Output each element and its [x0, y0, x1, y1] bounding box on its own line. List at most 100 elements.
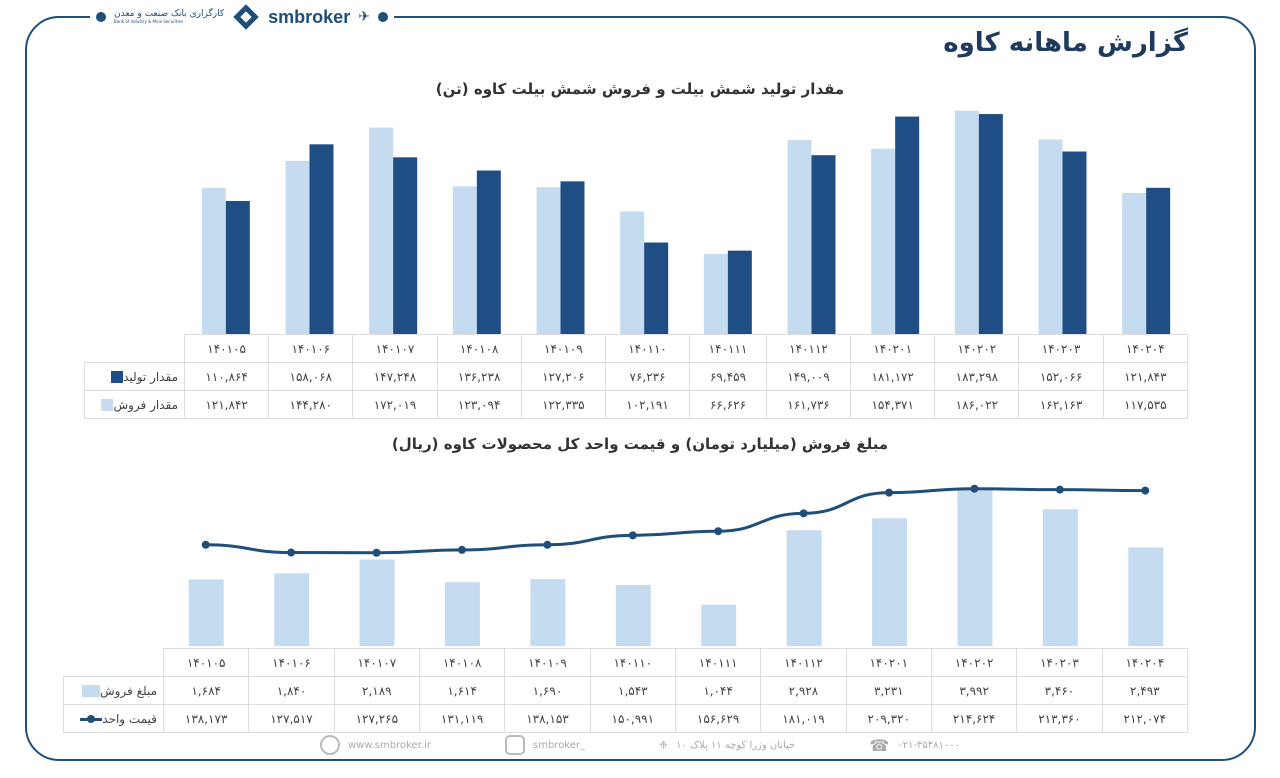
instagram-handle[interactable]: smbroker_	[533, 739, 586, 751]
sales-amount-bar	[701, 604, 737, 646]
period-header: ۱۴۰۱۰۵	[183, 334, 270, 363]
table-cell: ۲۱۴,۶۲۴	[930, 704, 1018, 733]
legend-label: مقدار تولید	[84, 362, 185, 391]
table-cell: ۳,۹۹۲	[930, 676, 1018, 705]
sales-bar	[369, 127, 394, 334]
period-header: ۱۴۰۲۰۳	[1016, 648, 1103, 677]
production-bar	[309, 144, 334, 334]
production-bar	[225, 200, 250, 334]
table-cell: ۱۶۲,۱۶۳	[1018, 390, 1104, 419]
table-cell: ۲,۹۲۸	[760, 676, 847, 705]
sales-amount-bar	[188, 579, 224, 646]
legend-swatch	[111, 371, 124, 383]
chart2-table: ۱۴۰۱۰۵ ۱۴۰۱۰۶ ۱۴۰۱۰۷ ۱۴۰۱۰۸ ۱۴۰۱۰۹ ۱۴۰۱۱۰ ۱۴۰۱…	[63, 648, 1189, 733]
unit-price-point	[457, 545, 466, 554]
period-header: ۱۴۰۱۰۸	[418, 648, 506, 677]
table-cell: ۲۱۳,۳۶۰	[1016, 704, 1103, 733]
unit-price-point	[714, 527, 723, 536]
sales-bar	[201, 187, 226, 334]
sales-bar	[452, 186, 477, 334]
table-row: مقدار فروش ۱۲۱,۸۴۲ ۱۴۴,۲۸۰ ۱۷۲,۰۱۹ ۱۲۳,۰۹۴ ۱۲…	[84, 390, 1189, 419]
period-header: ۱۴۰۱۰۶	[268, 334, 354, 363]
sales-bar	[536, 187, 561, 334]
sales-bar	[620, 211, 645, 334]
table-cell: ۱۱۷,۵۳۵	[1102, 390, 1189, 419]
legend-label: قیمت واحد	[63, 704, 164, 733]
table-cell: ۳,۲۳۱	[845, 676, 932, 705]
table-cell: ۱۲۲,۳۳۵	[520, 390, 606, 419]
phone-icon: ☎	[869, 735, 890, 755]
period-header: ۱۴۰۱۰۶	[248, 648, 335, 677]
production-bar	[476, 170, 501, 334]
period-header: ۱۴۰۱۱۰	[604, 334, 691, 363]
dot-icon	[377, 12, 388, 22]
legend-line-marker	[80, 714, 103, 723]
page-title: گزارش ماهانه کاوه	[943, 28, 1188, 58]
table-cell: ۱,۶۱۴	[418, 676, 506, 705]
table-cell: ۱۲۱,۸۴۲	[183, 390, 270, 419]
sales-bar	[1122, 192, 1147, 334]
table-cell: ۱,۶۹۰	[504, 676, 591, 705]
sales-amount-bar	[957, 488, 993, 646]
production-bar	[393, 157, 418, 334]
period-header: ۱۴۰۱۱۲	[760, 648, 847, 677]
table-cell: ۱۲۷,۵۱۷	[248, 704, 335, 733]
sales-bar	[787, 139, 812, 334]
unit-price-point	[885, 488, 894, 497]
sales-bar	[285, 160, 310, 334]
production-bar	[560, 181, 585, 334]
table-row: مبلغ فروش ۱,۶۸۴ ۱,۸۴۰ ۲,۱۸۹ ۱,۶۱۴ ۱,۶۹۰ ۱,۵۴۳ ۱…	[63, 676, 1189, 705]
address: خیابان وزرا کوچه ۱۱ پلاک ۱۰	[676, 739, 796, 751]
production-bar	[1062, 151, 1087, 334]
table-cell: ۱,۶۸۴	[162, 676, 250, 705]
instagram-icon	[505, 735, 525, 755]
chart2-title: مبلغ فروش (میلیارد تومان) و قیمت واحد کل…	[391, 435, 889, 453]
location-icon: ⌖	[659, 735, 669, 754]
table-cell: ۳,۴۶۰	[1016, 676, 1103, 705]
table-cell: ۱۸۱,۰۱۹	[760, 704, 847, 733]
report-frame	[25, 16, 1256, 761]
phone-number: ۰۲۱-۴۵۴۸۱۰۰۰	[897, 739, 960, 751]
unit-price-point	[201, 540, 210, 549]
production-bar	[811, 155, 836, 334]
bank-logo: کارگزاری بانک صنعت و معدن Bank of Indust…	[114, 8, 225, 25]
brand-name: smbroker	[268, 6, 351, 27]
sales-bar	[954, 110, 979, 335]
legend-swatch	[81, 685, 100, 697]
production-bar	[1146, 187, 1171, 334]
table-cell: ۱۶۱,۷۳۶	[765, 390, 852, 419]
table-cell: ۱۵۰,۹۹۱	[589, 704, 676, 733]
sales-amount-bar	[1128, 547, 1164, 646]
table-cell: ۱۴۹,۰۰۹	[765, 362, 852, 391]
table-cell: ۶۶,۶۲۶	[689, 390, 767, 419]
unit-price-point	[287, 548, 296, 557]
period-header: ۱۴۰۲۰۱	[845, 648, 932, 677]
period-header: ۱۴۰۱۰۹	[504, 648, 591, 677]
logo-icon	[233, 4, 259, 30]
sales-amount-bar	[444, 582, 480, 646]
sales-amount-bar	[274, 573, 310, 646]
sales-amount-bar	[786, 530, 822, 646]
legend-label: مبلغ فروش	[63, 676, 164, 705]
website-link[interactable]: www.smbroker.ir	[348, 739, 431, 751]
production-bar	[895, 116, 920, 334]
unit-price-point	[970, 484, 979, 493]
unit-price-point	[1141, 486, 1150, 495]
table-cell: ۱,۸۴۰	[248, 676, 335, 705]
table-cell: ۲,۱۸۹	[333, 676, 420, 705]
footer: www.smbroker.ir smbroker_ ⌖ خیابان وزرا ک…	[320, 735, 960, 755]
legend-label: مقدار فروش	[84, 390, 185, 419]
table-cell: ۱۲۳,۰۹۴	[436, 390, 522, 419]
paper-plane-icon: ✈	[358, 9, 370, 25]
header-bar: کارگزاری بانک صنعت و معدن Bank of Indust…	[90, 0, 394, 34]
sales-bar	[703, 254, 728, 334]
period-header: ۱۴۰۲۰۴	[1101, 648, 1189, 677]
table-cell: ۱۰۲,۱۹۱	[604, 390, 691, 419]
table-row: مقدار تولید ۱۱۰,۸۶۴ ۱۵۸,۰۶۸ ۱۴۷,۲۴۸ ۱۳۶,۲۳۸ ۱…	[84, 362, 1189, 391]
table-corner	[64, 649, 164, 677]
unit-price-point	[543, 540, 552, 549]
unit-price-point	[1055, 485, 1064, 494]
table-cell: ۱۲۷,۲۶۵	[333, 704, 420, 733]
